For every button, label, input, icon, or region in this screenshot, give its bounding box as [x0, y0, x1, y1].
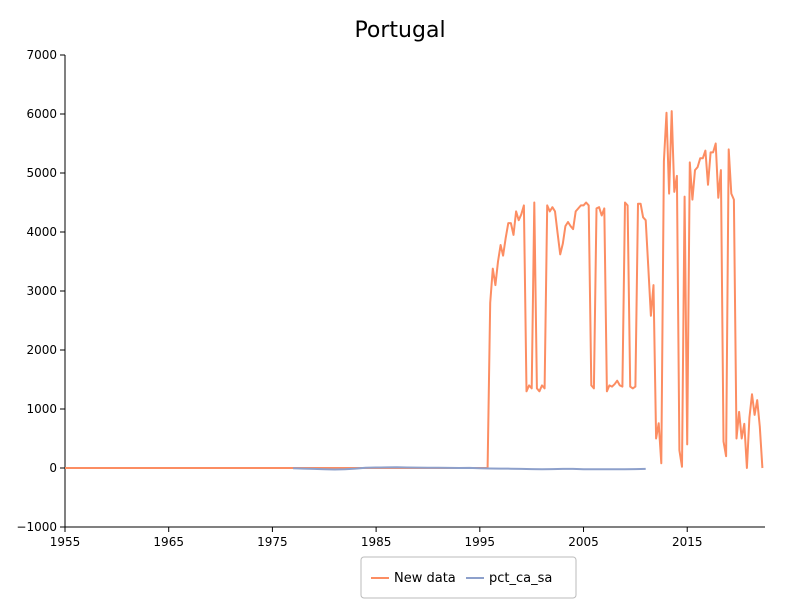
x-tick-label: 2015: [672, 535, 703, 549]
y-tick-label: 1000: [26, 402, 57, 416]
x-tick-label: 1985: [361, 535, 392, 549]
y-tick-label: 4000: [26, 225, 57, 239]
x-tick-label: 2005: [568, 535, 599, 549]
legend-label-pct-ca-sa: pct_ca_sa: [489, 571, 552, 586]
y-tick-label: 6000: [26, 107, 57, 121]
series-line-pct-ca-sa: [293, 466, 646, 471]
chart-title: Portugal: [354, 18, 445, 43]
x-tick-label: 1955: [50, 535, 81, 549]
x-tick-label: 1995: [465, 535, 496, 549]
y-tick-label: 7000: [26, 48, 57, 62]
y-tick-label: −1000: [16, 520, 57, 534]
series-lines: [65, 110, 764, 471]
x-axis-ticks: 1955 1965 1975 1985 1995 2005 2015: [50, 527, 703, 549]
series-line-new-data: [65, 110, 764, 469]
x-tick-label: 1975: [257, 535, 288, 549]
legend-label-new-data: New data: [394, 571, 456, 586]
y-tick-label: 3000: [26, 284, 57, 298]
y-tick-label: 2000: [26, 343, 57, 357]
y-axis-ticks: −1000 0 1000 2000 3000 4000 5000 6000 7000: [16, 48, 65, 534]
x-tick-label: 1965: [153, 535, 184, 549]
y-tick-label: 5000: [26, 166, 57, 180]
legend: New data pct_ca_sa: [360, 556, 577, 599]
y-tick-label: 0: [49, 461, 57, 475]
